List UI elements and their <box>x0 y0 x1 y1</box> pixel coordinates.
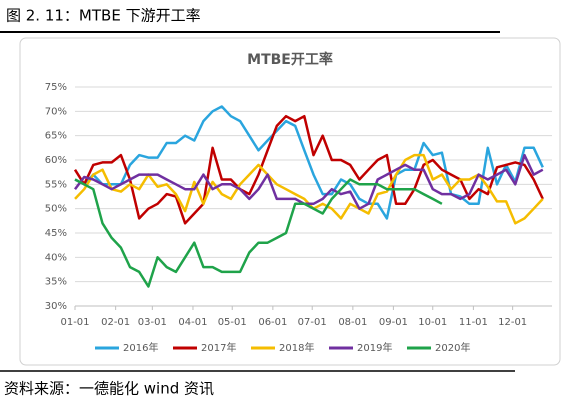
y-tick-label: 60% <box>45 155 67 166</box>
y-tick-label: 55% <box>45 179 67 190</box>
y-tick-label: 75% <box>45 82 67 93</box>
source-note: 资料来源：一德能化 wind 资讯 <box>4 380 214 398</box>
series-line <box>74 105 544 220</box>
series-line <box>73 114 544 225</box>
y-tick-label: 70% <box>45 106 67 117</box>
x-tick-label: 03-01 <box>138 317 167 328</box>
y-tick-label: 45% <box>45 228 67 239</box>
y-tick-label: 50% <box>45 204 67 215</box>
chart-frame <box>19 37 561 366</box>
x-tick-label: 12-01 <box>498 317 527 328</box>
x-tick-label: 05-01 <box>218 317 247 328</box>
chart-title: MTBE开工率 <box>247 51 333 68</box>
legend-label: 2018年 <box>279 341 314 354</box>
x-tick-label: 02-01 <box>101 317 130 328</box>
y-tick-label: 40% <box>45 252 67 263</box>
y-tick-label: 65% <box>45 131 67 142</box>
figure-title: 图 2. 11：MTBE 下游开工率 <box>6 7 201 25</box>
y-tick-label: 30% <box>45 301 67 312</box>
legend-label: 2017年 <box>201 341 236 354</box>
x-tick-label: 01-01 <box>60 317 89 328</box>
legend-label: 2019年 <box>357 341 392 354</box>
y-tick-label: 35% <box>45 277 67 288</box>
x-tick-label: 08-01 <box>338 317 367 328</box>
legend-label: 2016年 <box>123 341 158 354</box>
series-line <box>74 153 544 210</box>
x-tick-label: 06-01 <box>258 317 287 328</box>
x-tick-label: 09-01 <box>379 317 408 328</box>
series-line <box>74 178 443 288</box>
legend-label: 2020年 <box>435 341 470 354</box>
x-tick-label: 10-01 <box>418 317 447 328</box>
x-tick-label: 04-01 <box>178 317 207 328</box>
x-tick-label: 11-01 <box>459 317 488 328</box>
x-tick-label: 07-01 <box>298 317 327 328</box>
